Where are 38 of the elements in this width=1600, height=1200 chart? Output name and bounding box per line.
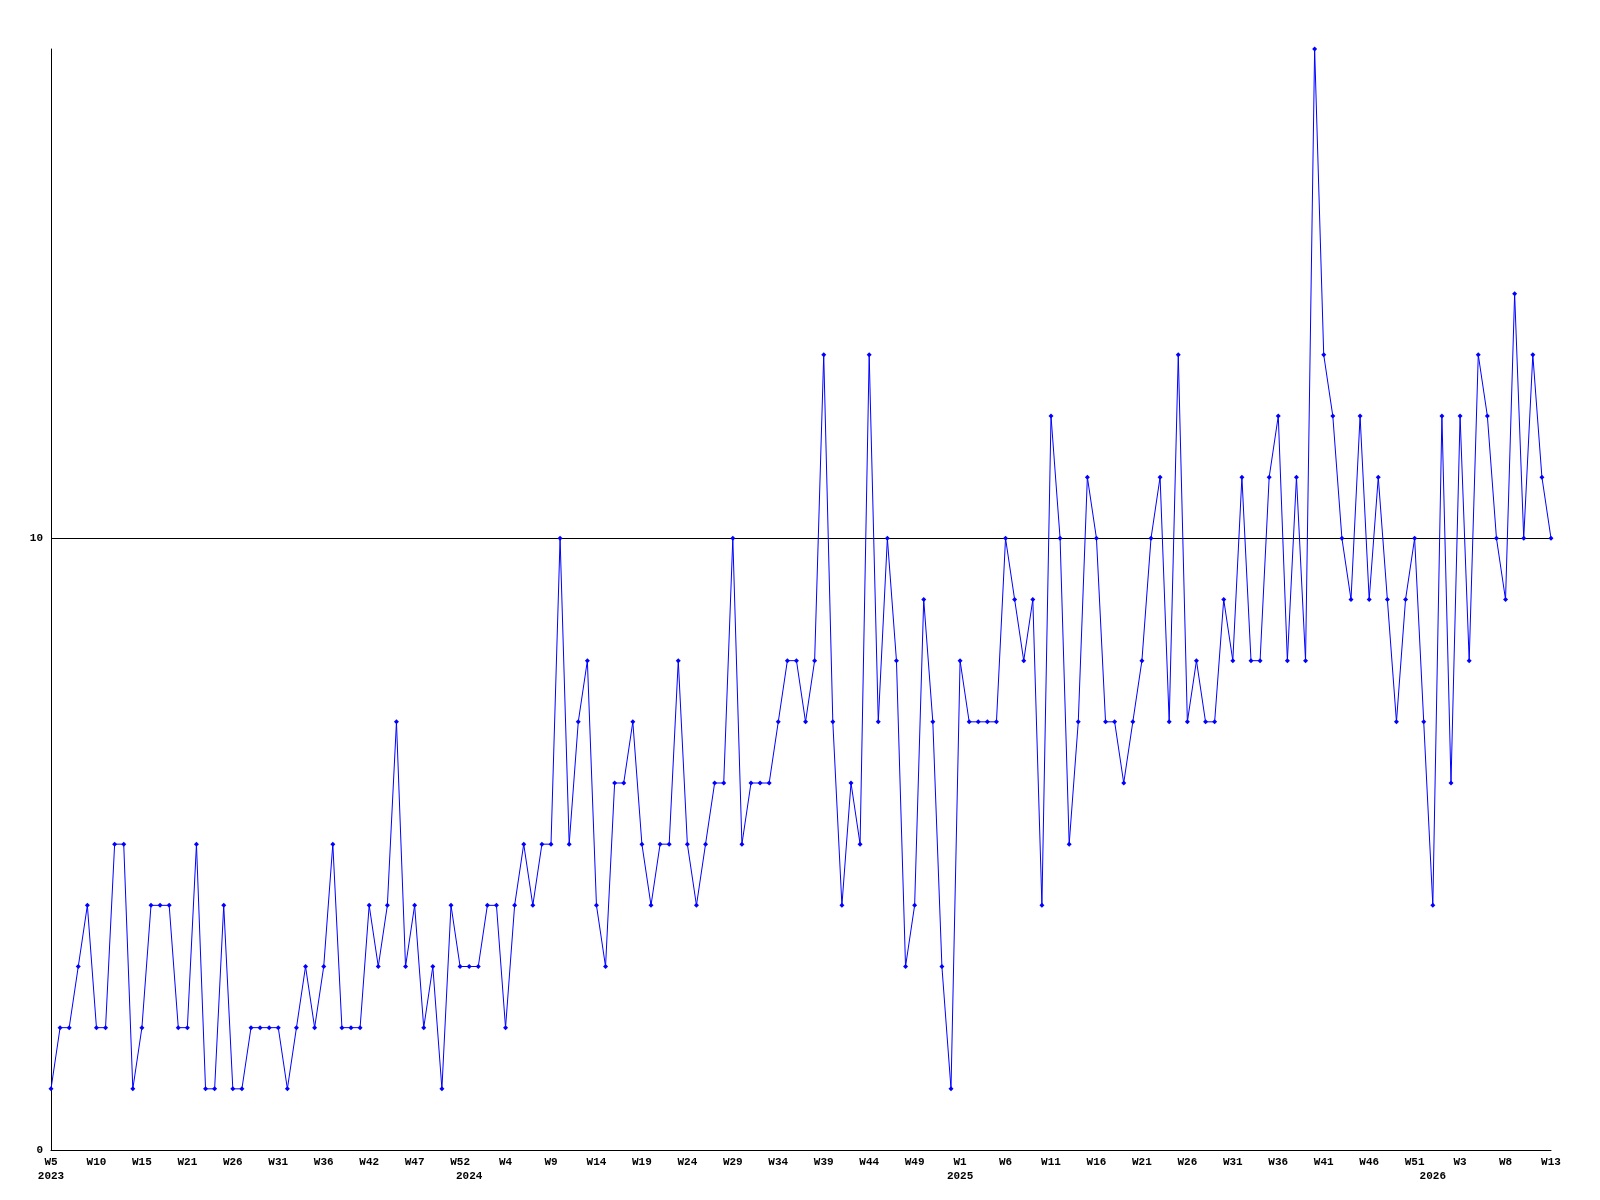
x-tick-label: W46: [1359, 1156, 1380, 1168]
x-tick-label: W15: [132, 1156, 153, 1168]
x-tick-label: W39: [813, 1156, 834, 1168]
x-tick-label: W26: [222, 1156, 243, 1168]
x-tick-label: W10: [86, 1156, 107, 1168]
x-tick-label: W19: [632, 1156, 652, 1168]
x-tick-label: W14: [586, 1156, 607, 1168]
x-tick-label: W47: [404, 1156, 425, 1168]
x-tick-label: 2024: [455, 1170, 483, 1182]
x-tick-label: W3: [1453, 1156, 1468, 1168]
x-tick-label: W1 2025: [946, 1156, 974, 1182]
x-tick-label: 2026: [1419, 1170, 1447, 1182]
x-tick-label: W4: [498, 1156, 513, 1168]
x-tick-label: W36: [1268, 1156, 1289, 1168]
x-tick-label: W34: [768, 1156, 789, 1168]
x-tick-label: W42: [359, 1156, 380, 1168]
y-tick-label: 0: [36, 1144, 43, 1156]
x-tick-label: W44: [859, 1156, 880, 1168]
x-tick-label: W41: [1313, 1156, 1335, 1168]
x-tick-label: W21: [177, 1156, 198, 1168]
x-tick-label: W24: [677, 1156, 698, 1168]
y-tick-label: 10: [29, 532, 43, 545]
x-tick-label: W11: [1041, 1156, 1062, 1168]
x-tick-label: W16: [1086, 1156, 1107, 1168]
x-tick-label: W31: [268, 1156, 289, 1168]
x-tick-label: W6: [998, 1156, 1013, 1168]
x-tick-label: W26: [1177, 1156, 1198, 1168]
x-tick-label: W8: [1498, 1156, 1513, 1168]
x-tick-label: W9: [544, 1156, 558, 1168]
x-tick-label: W31: [1222, 1156, 1244, 1168]
x-tick-label: W5 2023: [37, 1156, 65, 1182]
x-tick-label: W52: [450, 1156, 470, 1168]
x-tick-label: W21: [1132, 1156, 1153, 1168]
x-tick-label: W51: [1404, 1156, 1425, 1168]
x-tick-label: W29: [722, 1156, 743, 1168]
x-tick-label: W36: [313, 1156, 334, 1168]
x-tick-label: W13: [1541, 1156, 1562, 1168]
x-tick-label: W49: [904, 1156, 925, 1168]
